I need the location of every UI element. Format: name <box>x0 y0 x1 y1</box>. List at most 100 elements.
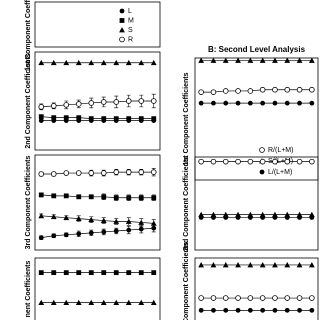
marker-triangle <box>113 59 120 66</box>
y-axis-label: 2nd Component Coefficients <box>25 53 32 148</box>
marker-circle <box>138 226 144 232</box>
marker-open-circle <box>38 104 45 110</box>
marker-open-circle <box>259 295 266 301</box>
series-line <box>41 116 154 119</box>
marker-square <box>88 194 94 200</box>
marker-open-circle <box>272 86 278 93</box>
marker-circle <box>198 307 204 313</box>
marker-triangle <box>259 57 266 63</box>
marker-triangle <box>119 27 125 33</box>
marker-open-circle <box>235 158 241 165</box>
panel-frame <box>194 57 319 181</box>
y-axis-label: 1st Component Coefficients <box>25 0 32 71</box>
marker-triangle <box>100 217 107 223</box>
marker-open-circle <box>75 101 82 107</box>
panel <box>194 257 319 320</box>
marker-circle <box>297 100 302 106</box>
marker-circle <box>151 225 157 231</box>
marker-triangle <box>125 299 132 306</box>
marker-open-circle <box>296 158 303 165</box>
marker-triangle <box>100 299 107 306</box>
marker-square <box>38 192 44 198</box>
marker-open-circle <box>198 89 204 95</box>
marker-circle <box>63 118 69 123</box>
legend-label: R/(L+M) <box>268 147 293 154</box>
panel <box>34 51 161 151</box>
marker-open-circle <box>272 295 278 301</box>
marker-triangle <box>150 299 157 306</box>
marker-circle <box>38 235 44 241</box>
marker-square <box>63 115 69 121</box>
marker-triangle <box>235 262 241 268</box>
marker-open-circle <box>113 169 120 175</box>
marker-circle <box>247 100 253 106</box>
marker-circle <box>211 215 216 220</box>
marker-open-circle <box>235 88 241 94</box>
marker-open-circle <box>113 99 120 105</box>
marker-triangle <box>150 59 157 66</box>
plot-area <box>38 59 157 123</box>
marker-open-circle <box>309 295 315 301</box>
marker-circle <box>51 233 57 239</box>
marker-open-circle <box>259 147 265 153</box>
panel-frame <box>194 257 319 320</box>
marker-square <box>63 193 69 199</box>
marker-circle <box>126 227 132 233</box>
marker-triangle <box>138 299 145 306</box>
marker-triangle <box>247 57 254 63</box>
panel-frame <box>34 257 161 320</box>
marker-open-circle <box>150 169 157 175</box>
marker-circle <box>284 215 290 220</box>
panel-frame <box>34 1 161 48</box>
marker-open-circle <box>138 98 145 104</box>
marker-circle <box>211 307 216 313</box>
marker-square <box>51 193 57 199</box>
marker-circle <box>113 228 119 234</box>
marker-circle <box>272 100 278 106</box>
marker-triangle <box>259 262 266 268</box>
marker-triangle <box>284 57 291 63</box>
marker-circle <box>297 307 302 313</box>
plot-area <box>198 158 315 220</box>
marker-square <box>63 270 69 276</box>
marker-triangle <box>138 59 145 66</box>
marker-circle <box>272 307 278 313</box>
marker-open-circle <box>125 98 132 104</box>
marker-open-circle <box>235 295 241 301</box>
legend-label: M <box>128 17 134 24</box>
legend-label: L <box>128 8 132 15</box>
marker-circle <box>38 118 44 123</box>
marker-triangle <box>38 299 45 306</box>
marker-circle <box>223 100 229 106</box>
marker-square <box>101 194 107 200</box>
marker-circle <box>284 307 290 313</box>
marker-open-circle <box>198 158 204 165</box>
marker-open-circle <box>247 158 254 165</box>
plot-area <box>38 270 157 306</box>
marker-open-circle <box>198 295 204 301</box>
marker-square <box>126 195 132 201</box>
panel-title: B: Second Level Analysis <box>208 45 306 54</box>
y-axis-label: nent Coefficients <box>25 261 32 318</box>
panel <box>194 156 319 251</box>
marker-open-circle <box>296 295 303 301</box>
marker-square <box>138 270 144 276</box>
legend-label: R <box>128 36 133 43</box>
marker-circle <box>309 215 315 220</box>
marker-circle <box>223 215 229 220</box>
panel-frame <box>194 156 319 251</box>
marker-square <box>76 194 82 200</box>
marker-open-circle <box>222 295 229 301</box>
marker-open-circle <box>296 86 303 93</box>
marker-triangle <box>50 299 57 306</box>
marker-triangle <box>198 262 205 268</box>
marker-open-circle <box>309 158 315 165</box>
marker-triangle <box>88 59 95 66</box>
marker-circle <box>126 118 132 123</box>
marker-square <box>38 270 44 276</box>
marker-square <box>138 195 144 201</box>
series-line <box>41 227 154 238</box>
marker-triangle <box>125 218 132 224</box>
marker-open-circle <box>259 86 266 93</box>
